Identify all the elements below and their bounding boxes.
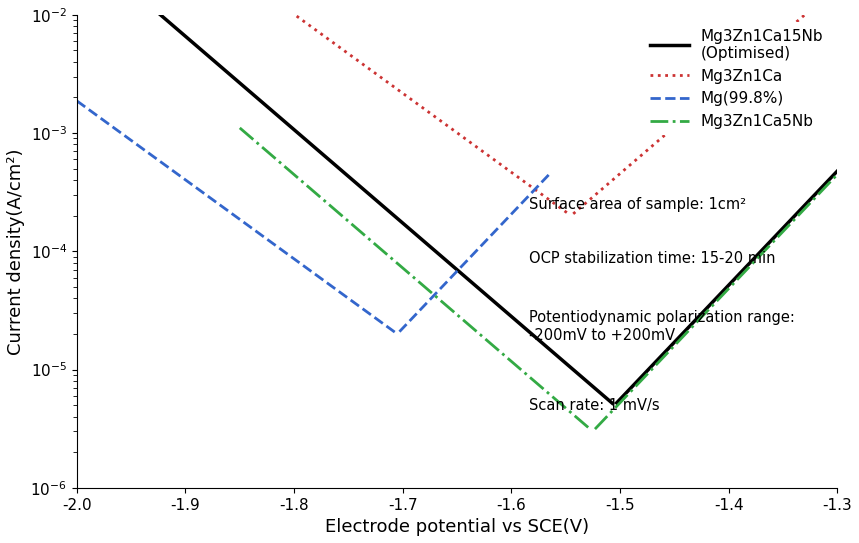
Text: Potentiodynamic polarization range:
-200mV to +200mV: Potentiodynamic polarization range: -200… [529, 311, 795, 343]
Y-axis label: Current density(A/cm²): Current density(A/cm²) [7, 148, 25, 355]
Text: OCP stabilization time: 15-20 min: OCP stabilization time: 15-20 min [529, 251, 776, 266]
Legend: Mg3Zn1Ca15Nb
(Optimised), Mg3Zn1Ca, Mg(99.8%), Mg3Zn1Ca5Nb: Mg3Zn1Ca15Nb (Optimised), Mg3Zn1Ca, Mg(9… [644, 22, 830, 135]
X-axis label: Electrode potential vs SCE(V): Electrode potential vs SCE(V) [325, 518, 589, 536]
Text: Surface area of sample: 1cm²: Surface area of sample: 1cm² [529, 197, 746, 212]
Text: Scan rate: 1 mV/s: Scan rate: 1 mV/s [529, 398, 660, 413]
